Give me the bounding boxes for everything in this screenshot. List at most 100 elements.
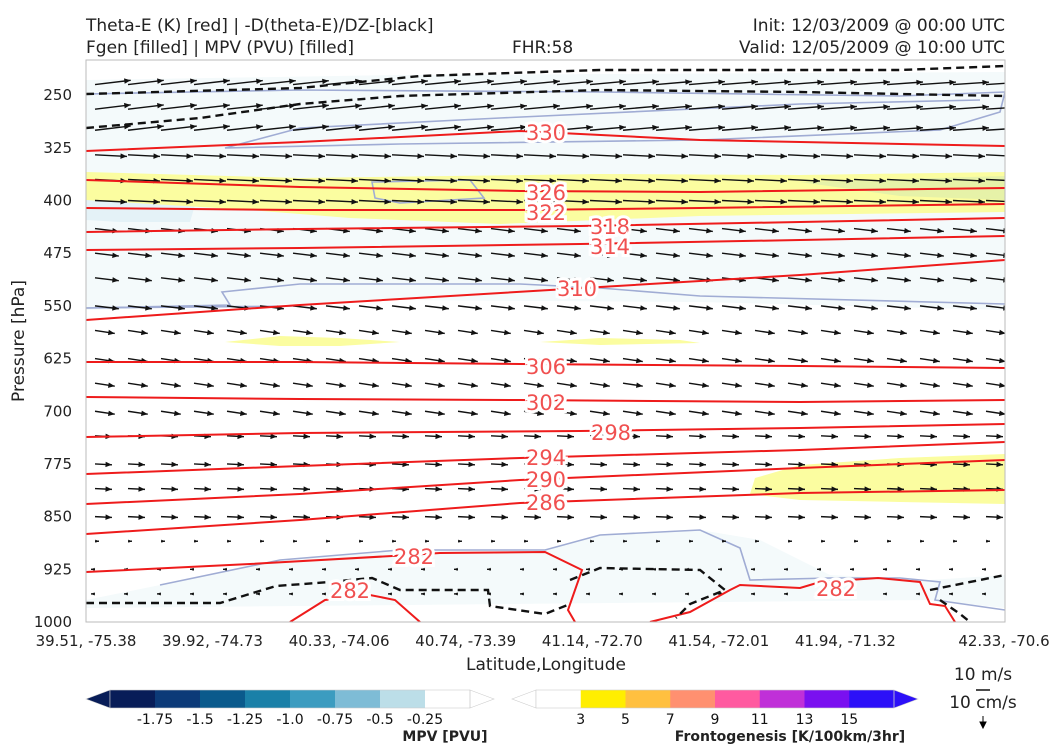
theta-e-label-294: 294 [526, 446, 566, 470]
wind-vector [985, 178, 1005, 182]
wind-vector [127, 410, 148, 416]
wind-vector [586, 592, 590, 596]
wind-vector [787, 486, 806, 492]
wind-vector [260, 539, 264, 543]
wind-vector [754, 199, 787, 205]
wind-vector [457, 433, 476, 440]
wind-vector [160, 124, 197, 131]
y-tick-label: 475 [43, 244, 72, 262]
theta-e-282-line [86, 550, 584, 622]
wind-vector [259, 177, 292, 184]
wind-vector [754, 125, 791, 131]
wind-vector [589, 277, 614, 283]
wind-vector [622, 177, 655, 184]
y-tick-label: 700 [43, 402, 72, 420]
wind-vector [622, 153, 655, 159]
wind-vector [853, 177, 886, 184]
wind-vector [325, 78, 362, 86]
theta-e-label-322: 322 [526, 201, 566, 225]
x-tick-label: 41.94, -71.32 [795, 632, 896, 650]
wind-vector [886, 227, 911, 234]
wind-vector [556, 329, 577, 336]
wind-vector [952, 79, 989, 86]
wind-vector [556, 410, 577, 416]
wind-vector [820, 305, 845, 311]
wind-vector [556, 277, 581, 283]
wind-vector [787, 410, 808, 416]
wind-vector [457, 329, 478, 336]
wind-vector [751, 567, 755, 571]
wind-vector [652, 592, 656, 596]
theta-e-label-282: 282 [330, 579, 370, 603]
wind-vector [721, 104, 758, 110]
wind-vector [325, 199, 358, 205]
wind-vector [589, 252, 614, 258]
wind-vector [292, 329, 313, 336]
wind-vector [193, 153, 226, 159]
wind-vector [886, 410, 907, 416]
wind-vector [490, 153, 523, 159]
wind-vector [820, 486, 839, 492]
wind-vector [424, 357, 445, 364]
wind-vector [886, 153, 919, 159]
wind-vector [688, 514, 707, 520]
wind-vector [259, 277, 284, 283]
wind-vector [589, 153, 622, 159]
wind-vector [259, 433, 278, 440]
wind-vector [589, 329, 610, 336]
wind-vector [523, 514, 542, 520]
wind-vector [160, 486, 179, 492]
theta-e-label-302: 302 [526, 391, 566, 415]
wind-vector [722, 539, 726, 543]
wind-vector [227, 539, 231, 543]
wind-vector [556, 252, 581, 258]
wind-vector [523, 382, 544, 388]
colorbar-tick: 11 [751, 712, 769, 728]
wind-vector [457, 103, 494, 110]
wind-vector [193, 124, 230, 131]
wind-vector [655, 199, 688, 205]
wind-vector [160, 329, 181, 336]
wind-vector [886, 486, 905, 492]
wind-vector [985, 199, 1005, 203]
theta-e-294-line [86, 441, 1005, 475]
wind-vector [721, 177, 754, 184]
wind-vector [721, 461, 740, 468]
theta-e-314-line [86, 235, 1005, 251]
wind-vector [886, 199, 919, 205]
wind-vector [91, 592, 95, 596]
colorbar-swatch [849, 690, 895, 708]
wind-vector [391, 329, 412, 336]
wind-vector [919, 433, 938, 440]
stability-dashed-contours [86, 64, 1005, 622]
wind-vector [259, 410, 280, 416]
wind-vector [721, 486, 740, 492]
wind-reference-arrow-v [979, 716, 987, 730]
wind-vector [524, 539, 528, 543]
wind-vector [688, 410, 709, 416]
wind-vector [256, 592, 260, 596]
init-time: Init: 12/03/2009 @ 00:00 UTC [753, 16, 1005, 36]
wind-vector [985, 382, 1005, 388]
colorbar-swatch [425, 690, 471, 708]
wind-vector [523, 461, 542, 468]
fgen-colorbar-title: Frontogenesis [K/100km/3hr] [675, 729, 905, 745]
wind-vector [523, 79, 560, 86]
wind-vector [292, 103, 329, 110]
wind-vector [127, 78, 164, 86]
wind-vector [919, 382, 940, 388]
wind-vector [256, 567, 260, 571]
wind-vector [457, 357, 478, 364]
wind-vector [523, 305, 548, 311]
wind-vector [193, 277, 218, 283]
wind-vector [589, 486, 608, 492]
wind-vector [589, 461, 608, 468]
wind-vector [787, 199, 820, 205]
wind-vector [325, 305, 350, 311]
wind-vector [127, 514, 146, 520]
wind-vector [490, 177, 523, 184]
title-line2: Fgen [filled] | MPV (PVU) [filled] [86, 38, 354, 58]
wind-vector [886, 125, 923, 131]
wind-vector [325, 124, 362, 131]
